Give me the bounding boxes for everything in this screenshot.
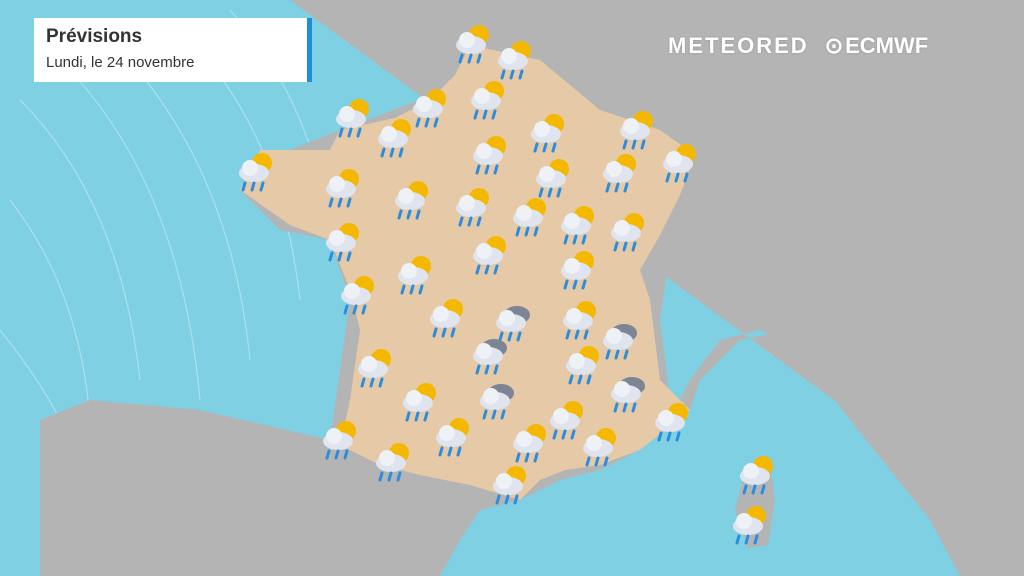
sun-cloud-rain-icon: [321, 166, 365, 210]
sun-cloud-rain-icon: [728, 503, 772, 547]
sun-cloud-rain-icon: [561, 343, 605, 387]
sun-cloud-rain-icon: [488, 463, 532, 507]
sun-cloud-rain-icon: [466, 78, 510, 122]
sun-cloud-rain-icon: [526, 111, 570, 155]
sun-cloud-rain-icon: [234, 150, 278, 194]
land-france: [240, 45, 695, 500]
sun-cloud-rain-icon: [508, 421, 552, 465]
sun-cloud-rain-icon: [331, 96, 375, 140]
sun-cloud-rain-icon: [318, 418, 362, 462]
sun-cloud-rain-icon: [650, 400, 694, 444]
page-title: Prévisions: [46, 26, 143, 47]
sun-cloud-rain-icon: [615, 108, 659, 152]
forecast-date: Lundi, le 24 novembre: [46, 54, 195, 71]
sun-cloud-rain-icon: [531, 156, 575, 200]
sun-cloud-rain-icon: [451, 22, 495, 66]
sun-cloud-rain-icon: [321, 220, 365, 264]
sun-cloud-rain-icon: [451, 185, 495, 229]
sun-cloud-rain-icon: [735, 453, 779, 497]
ecmwf-emblem-icon: ⊙: [824, 33, 844, 58]
sun-cloud-rain-icon: [371, 440, 415, 484]
meteored-logo: METEORED: [668, 33, 809, 58]
sun-cloud-rain-icon: [556, 248, 600, 292]
cloud-rain-icon: [598, 318, 642, 362]
logos: METEORED ⊙ ECMWF: [668, 33, 928, 59]
sun-cloud-rain-icon: [658, 141, 702, 185]
ecmwf-logo: ⊙ ECMWF: [824, 33, 929, 58]
sun-cloud-rain-icon: [468, 233, 512, 277]
sun-cloud-rain-icon: [425, 296, 469, 340]
sun-cloud-rain-icon: [545, 398, 589, 442]
sun-cloud-rain-icon: [336, 273, 380, 317]
sun-cloud-rain-icon: [431, 415, 475, 459]
sun-cloud-rain-icon: [508, 195, 552, 239]
cloud-rain-icon: [468, 333, 512, 377]
sun-cloud-rain-icon: [468, 133, 512, 177]
sun-cloud-rain-icon: [493, 38, 537, 82]
cloud-rain-icon: [475, 378, 519, 422]
sun-cloud-rain-icon: [373, 116, 417, 160]
cloud-rain-icon: [491, 300, 535, 344]
sun-cloud-rain-icon: [393, 253, 437, 297]
sun-cloud-rain-icon: [578, 425, 622, 469]
sun-cloud-rain-icon: [558, 298, 602, 342]
sun-cloud-rain-icon: [353, 346, 397, 390]
cloud-rain-icon: [606, 371, 650, 415]
sun-cloud-rain-icon: [408, 86, 452, 130]
sun-cloud-rain-icon: [606, 210, 650, 254]
sun-cloud-rain-icon: [556, 203, 600, 247]
title-card: Prévisions Lundi, le 24 novembre: [34, 18, 312, 82]
sun-cloud-rain-icon: [390, 178, 434, 222]
sun-cloud-rain-icon: [398, 380, 442, 424]
sun-cloud-rain-icon: [598, 151, 642, 195]
